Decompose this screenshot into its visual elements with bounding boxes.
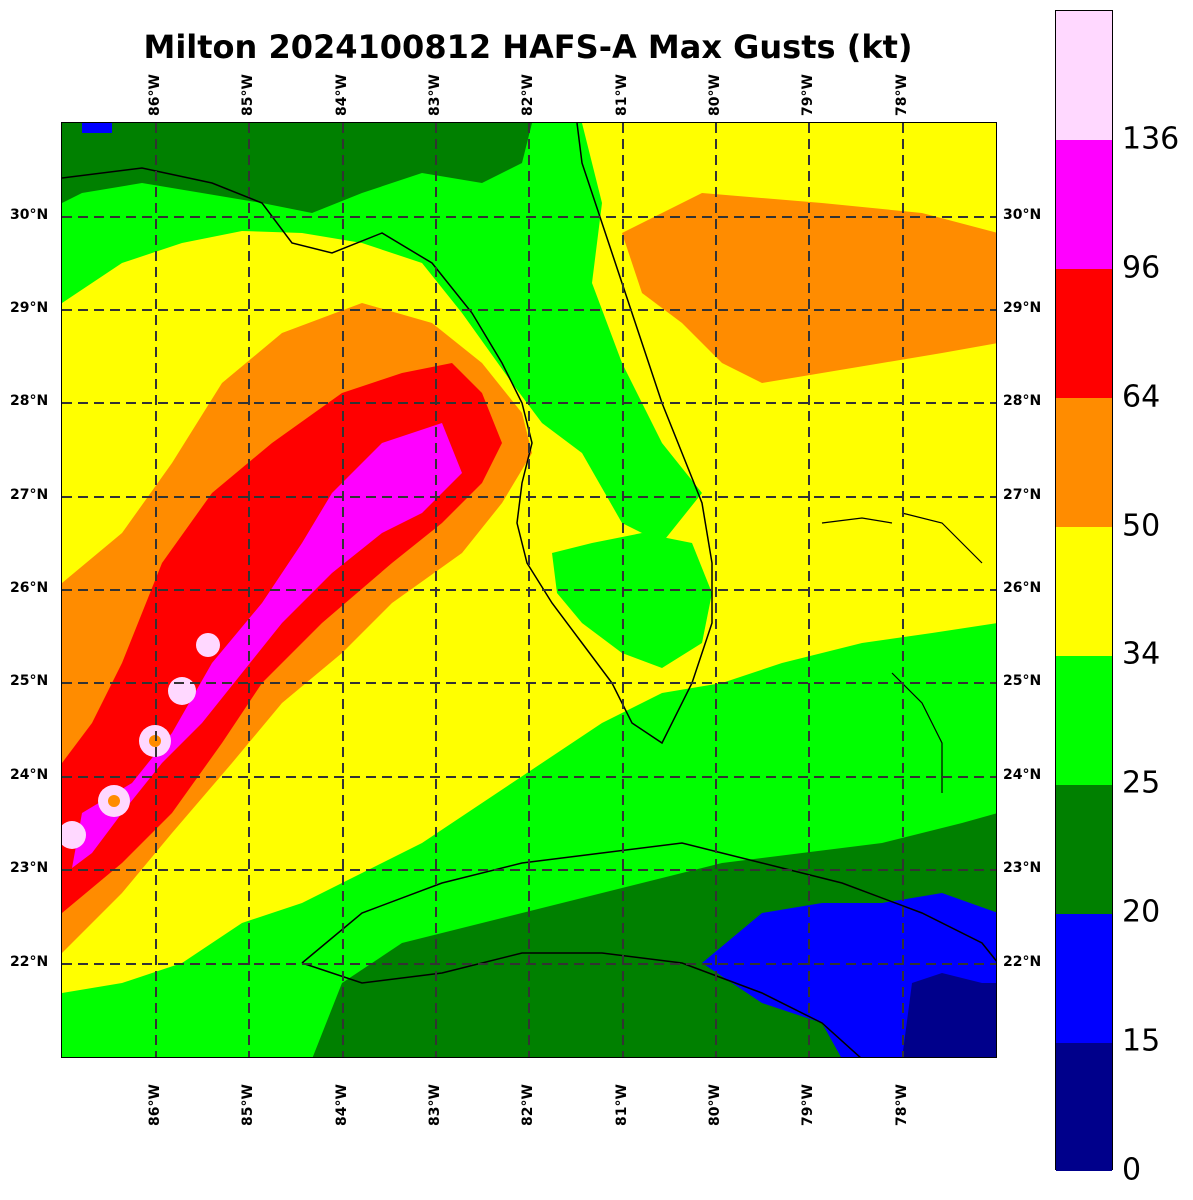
- colorbar-label-4: 34: [1122, 636, 1161, 672]
- map-panel: [61, 122, 997, 1058]
- colorbar-label-3: 25: [1122, 765, 1161, 801]
- lon-tick-bottom-5: 81°W: [614, 1084, 630, 1126]
- lon-tick-top-6: 80°W: [707, 74, 723, 116]
- colorbar-label-2: 20: [1122, 894, 1161, 930]
- colorbar-label-0: 0: [1122, 1152, 1142, 1188]
- grid-overlay: [62, 123, 996, 1057]
- lat-tick-right-8: 22°N: [1003, 954, 1042, 970]
- lon-tick-bottom-4: 82°W: [520, 1084, 536, 1126]
- lon-tick-bottom-3: 83°W: [427, 1084, 443, 1126]
- gust-band-25-34-north: [62, 123, 702, 543]
- colorbar-segment-8: [1056, 11, 1112, 141]
- gust-band-eye-center-1: [108, 795, 120, 807]
- colorbar-segment-5: [1056, 397, 1112, 528]
- gust-band-25-34-peninsula: [552, 533, 712, 668]
- lat-tick-right-7: 23°N: [1003, 860, 1042, 876]
- colorbar-segment-6: [1056, 268, 1112, 399]
- lat-tick-right-2: 28°N: [1003, 393, 1042, 409]
- lat-tick-right-0: 30°N: [1003, 207, 1042, 223]
- lon-tick-top-1: 85°W: [240, 74, 256, 116]
- lat-tick-left-2: 28°N: [10, 393, 49, 409]
- colorbar-label-6: 64: [1122, 379, 1161, 415]
- gust-band-136-eye-5: [62, 821, 86, 849]
- lon-tick-top-5: 81°W: [614, 74, 630, 116]
- lon-tick-bottom-7: 79°W: [800, 1084, 816, 1126]
- lon-tick-top-3: 83°W: [427, 74, 443, 116]
- lat-tick-right-3: 27°N: [1003, 487, 1042, 503]
- lat-tick-left-6: 24°N: [10, 767, 49, 783]
- lat-tick-right-1: 29°N: [1003, 300, 1042, 316]
- bahamas-coastline: [821, 512, 983, 793]
- lat-tick-left-4: 26°N: [10, 580, 49, 596]
- lat-tick-left-1: 29°N: [10, 300, 49, 316]
- colorbar-segment-2: [1056, 784, 1112, 914]
- colorbar-segment-7: [1056, 139, 1112, 270]
- lat-tick-left-8: 22°N: [10, 954, 49, 970]
- lat-tick-left-7: 23°N: [10, 860, 49, 876]
- colorbar-label-7: 96: [1122, 250, 1161, 286]
- lon-tick-bottom-0: 86°W: [147, 1084, 163, 1126]
- lon-tick-bottom-6: 80°W: [707, 1084, 723, 1126]
- gust-band-20-25-panhandle: [62, 123, 532, 213]
- map-title: Milton 2024100812 HAFS-A Max Gusts (kt): [143, 28, 913, 66]
- lon-tick-bottom-2: 84°W: [334, 1084, 350, 1126]
- colorbar-segment-0: [1056, 1042, 1112, 1172]
- lon-tick-bottom-8: 78°W: [894, 1084, 910, 1126]
- cuba-coastline: [301, 842, 996, 1057]
- gust-band-0-15-south: [902, 973, 996, 1057]
- lat-tick-right-6: 24°N: [1003, 767, 1042, 783]
- gust-band-96-136-swath: [72, 423, 462, 868]
- colorbar-segment-3: [1056, 655, 1112, 785]
- colorbar-label-8: 136: [1122, 121, 1180, 157]
- colorbar-label-1: 15: [1122, 1023, 1161, 1059]
- lat-tick-left-3: 27°N: [10, 487, 49, 503]
- gust-band-15-20-corner: [82, 123, 112, 133]
- lat-tick-right-4: 26°N: [1003, 580, 1042, 596]
- colorbar-segment-1: [1056, 913, 1112, 1043]
- lat-tick-left-0: 30°N: [10, 207, 49, 223]
- lon-tick-top-7: 79°W: [800, 74, 816, 116]
- lon-tick-bottom-1: 85°W: [240, 1084, 256, 1126]
- colorbar-segment-4: [1056, 526, 1112, 656]
- lat-tick-left-5: 25°N: [10, 673, 49, 689]
- lat-tick-right-5: 25°N: [1003, 673, 1042, 689]
- lon-tick-top-8: 78°W: [894, 74, 910, 116]
- gust-band-136-eye-4: [196, 633, 220, 657]
- colorbar-label-5: 50: [1122, 508, 1161, 544]
- lon-tick-top-0: 86°W: [147, 74, 163, 116]
- colorbar: [1055, 10, 1113, 1172]
- lon-tick-top-4: 82°W: [520, 74, 536, 116]
- lon-tick-top-2: 84°W: [334, 74, 350, 116]
